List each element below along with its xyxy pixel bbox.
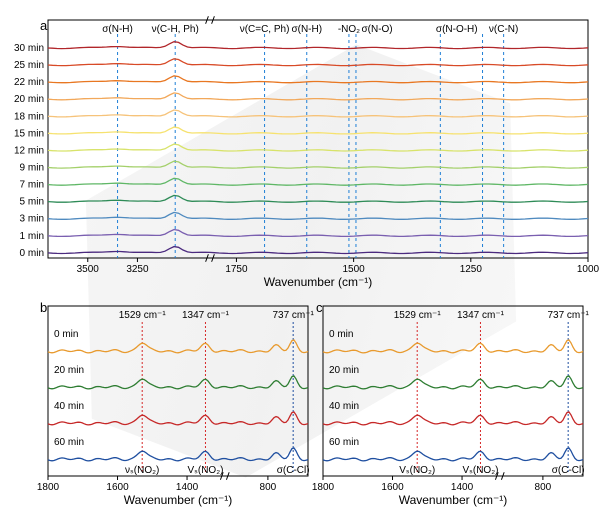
spectrum-trace [48,127,588,134]
x-tick-label: 1400 [451,482,474,493]
spectrum-trace [48,247,588,254]
time-label: 25 min [14,60,44,71]
panel-a-label: a [40,18,47,33]
time-label: 7 min [20,180,44,191]
x-tick-label: 1750 [225,264,248,275]
spectrum-trace [48,59,588,66]
peak-label: 1347 cm⁻¹ [182,310,230,321]
x-tick-label: 1600 [381,482,404,493]
x-axis-label: Wavenumber (cm⁻¹) [264,275,373,289]
mode-label: Vₛ(NO₂) [399,465,435,476]
spectrum-trace [48,161,588,168]
peak-label: σ(N-H) [102,24,133,35]
peak-label: ν(C-H, Ph) [152,24,199,35]
x-axis-label: Wavenumber (cm⁻¹) [399,493,508,507]
time-label: 22 min [14,77,44,88]
spectrum-trace [323,340,583,353]
peak-label: σ(N-O) [361,24,392,35]
mode-label: σ(C-Cl) [552,465,585,476]
time-label: 20 min [54,365,84,376]
panel-c-label: c [316,300,323,315]
peak-label: -NO₂ [338,24,360,35]
time-label: 5 min [20,197,44,208]
mode-label: νₛ(NO₂) [125,465,159,476]
x-tick-label: 3500 [77,264,100,275]
spectrum-trace [48,42,588,49]
time-label: 9 min [20,162,44,173]
panel-b-label: b [40,300,47,315]
x-tick-label: 1500 [343,264,366,275]
x-axis-label: Wavenumber (cm⁻¹) [124,493,233,507]
mode-label: Vₛ(NO₂) [462,465,498,476]
peak-label: 737 cm⁻¹ [272,310,314,321]
x-tick-label: 800 [535,482,552,493]
mode-label: Vₛ(NO₂) [187,465,223,476]
time-label: 15 min [14,128,44,139]
peak-label: σ(N-O-H) [436,24,478,35]
spectrum-trace [323,448,583,461]
time-label: 20 min [329,365,359,376]
spectrum-trace [323,376,583,389]
time-label: 40 min [329,401,359,412]
peak-label: 1529 cm⁻¹ [119,310,167,321]
time-label: 0 min [329,329,353,340]
panel-c-chart: 0 min 20 min 40 min 60 min 1529 cm⁻¹ 1347 cm⁻… [323,306,588,506]
spectrum-trace [48,212,588,219]
spectrum-trace [48,110,588,117]
spectrum-trace [48,144,588,151]
spectrum-trace [323,412,583,425]
time-label: 18 min [14,111,44,122]
panel-b-chart: 0 min 20 min 40 min 60 min 1529 cm⁻¹ 1347 cm⁻… [48,306,313,506]
spectrum-trace [48,195,588,202]
time-label: 12 min [14,145,44,156]
x-tick-label: 1000 [577,264,600,275]
spectrum-trace [48,178,588,185]
spectrum-trace [48,230,588,237]
x-tick-label: 1600 [106,482,129,493]
time-label: 20 min [14,94,44,105]
peak-label: 1347 cm⁻¹ [457,310,505,321]
time-label: 30 min [14,43,44,54]
time-label: 60 min [329,437,359,448]
x-tick-label: 1400 [176,482,199,493]
time-label: 40 min [54,401,84,412]
peak-label: 1529 cm⁻¹ [394,310,442,321]
x-tick-label: 1800 [312,482,335,493]
panel-a-chart: 30 min25 min22 min20 min18 min15 min12 m… [48,20,588,280]
time-label: 0 min [20,248,44,259]
spectrum-trace [48,93,588,100]
time-label: 1 min [20,231,44,242]
peak-label: 737 cm⁻¹ [547,310,589,321]
time-label: 60 min [54,437,84,448]
x-tick-label: 3250 [126,264,149,275]
peak-label: ν(C-N) [489,24,518,35]
peak-label: ν(C=C, Ph) [240,24,290,35]
spectrum-trace [48,448,308,461]
peak-label: σ(N-H) [291,24,322,35]
spectrum-trace [48,376,308,389]
mode-label: σ(C-Cl) [277,465,310,476]
x-tick-label: 800 [260,482,277,493]
spectrum-trace [48,340,308,353]
x-tick-label: 1250 [460,264,483,275]
spectrum-trace [48,412,308,425]
x-tick-label: 1800 [37,482,60,493]
spectrum-trace [48,76,588,83]
time-label: 3 min [20,214,44,225]
time-label: 0 min [54,329,78,340]
